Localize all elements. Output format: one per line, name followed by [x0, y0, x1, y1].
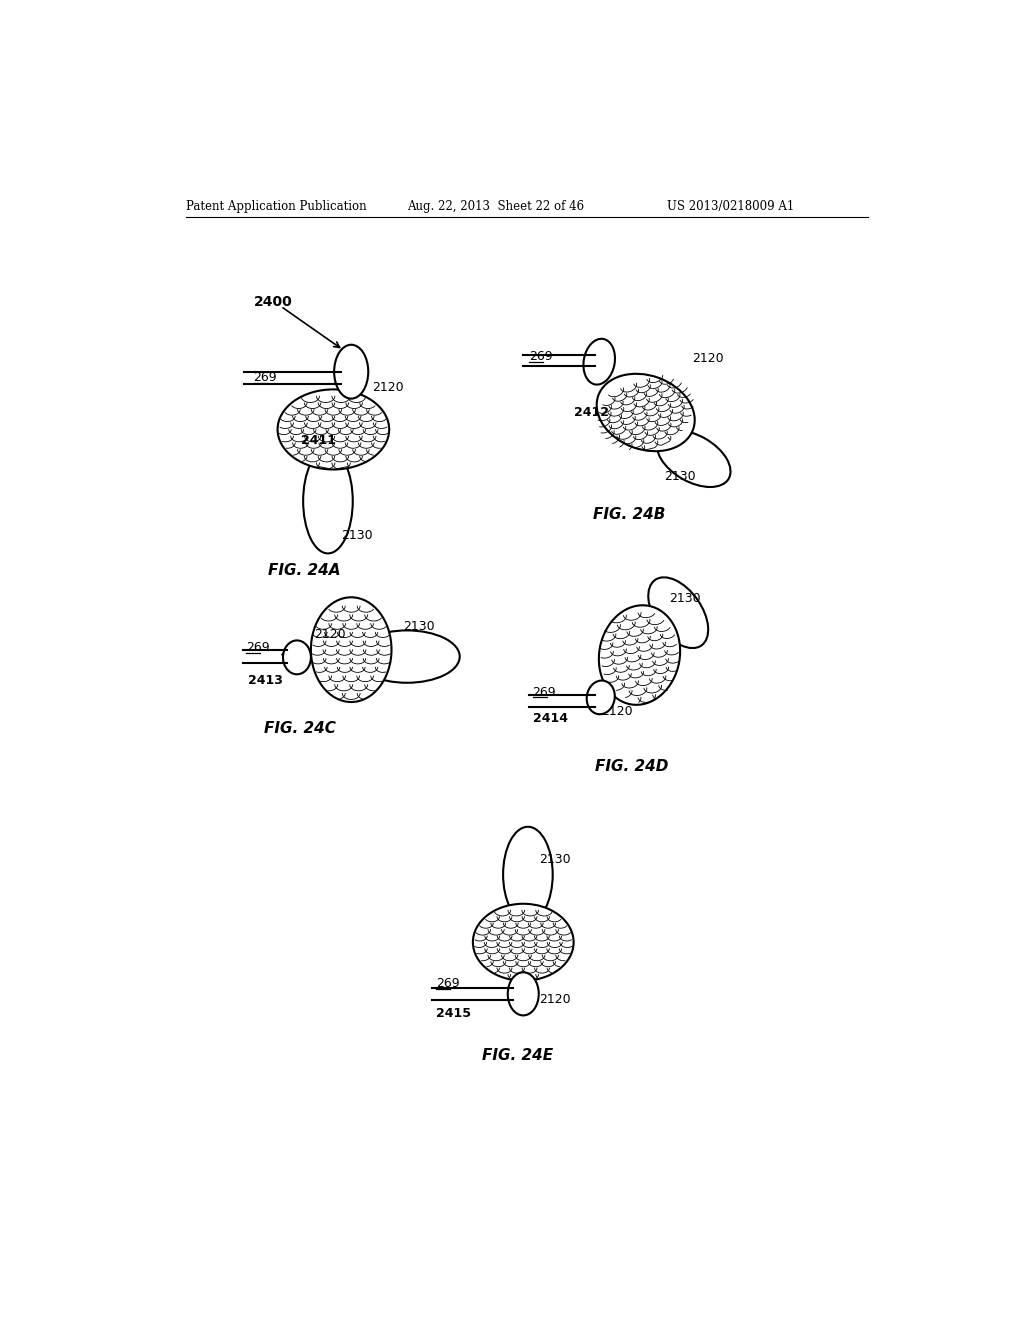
Ellipse shape — [599, 606, 680, 705]
Text: 269: 269 — [529, 350, 553, 363]
Ellipse shape — [508, 973, 539, 1015]
Text: 2130: 2130 — [403, 620, 435, 634]
Text: 2130: 2130 — [539, 853, 570, 866]
Ellipse shape — [473, 904, 573, 981]
Text: FIG. 24B: FIG. 24B — [593, 507, 666, 521]
Ellipse shape — [584, 339, 615, 384]
Ellipse shape — [354, 631, 460, 682]
Text: 2412: 2412 — [573, 407, 608, 418]
Text: 2120: 2120 — [372, 381, 403, 395]
Text: 269: 269 — [532, 685, 556, 698]
Text: 2120: 2120 — [601, 705, 633, 718]
Text: FIG. 24A: FIG. 24A — [268, 562, 341, 578]
Text: FIG. 24E: FIG. 24E — [482, 1048, 553, 1063]
Ellipse shape — [334, 345, 369, 399]
Ellipse shape — [303, 449, 352, 553]
Text: 2130: 2130 — [665, 470, 696, 483]
Ellipse shape — [597, 374, 694, 451]
Text: 269: 269 — [254, 371, 278, 384]
Text: 2130: 2130 — [341, 529, 373, 543]
Text: 2413: 2413 — [248, 675, 283, 686]
Text: US 2013/0218009 A1: US 2013/0218009 A1 — [667, 199, 794, 213]
Text: Aug. 22, 2013  Sheet 22 of 46: Aug. 22, 2013 Sheet 22 of 46 — [407, 199, 584, 213]
Ellipse shape — [587, 681, 614, 714]
Text: 2400: 2400 — [254, 296, 292, 309]
Ellipse shape — [648, 577, 709, 648]
Text: 269: 269 — [246, 640, 269, 653]
Text: 269: 269 — [436, 977, 460, 990]
Text: Patent Application Publication: Patent Application Publication — [186, 199, 367, 213]
Ellipse shape — [283, 640, 311, 675]
Text: FIG. 24C: FIG. 24C — [264, 721, 336, 735]
Text: 2120: 2120 — [314, 628, 346, 640]
Text: 2414: 2414 — [532, 713, 567, 726]
Ellipse shape — [278, 389, 389, 470]
Text: 2415: 2415 — [436, 1007, 471, 1019]
Text: 2120: 2120 — [692, 352, 724, 366]
Ellipse shape — [657, 430, 730, 487]
Text: FIG. 24D: FIG. 24D — [595, 759, 669, 775]
Ellipse shape — [311, 597, 391, 702]
Ellipse shape — [503, 826, 553, 923]
Text: 2411: 2411 — [301, 434, 336, 446]
Text: 2120: 2120 — [539, 993, 570, 1006]
Text: 2130: 2130 — [669, 593, 700, 606]
